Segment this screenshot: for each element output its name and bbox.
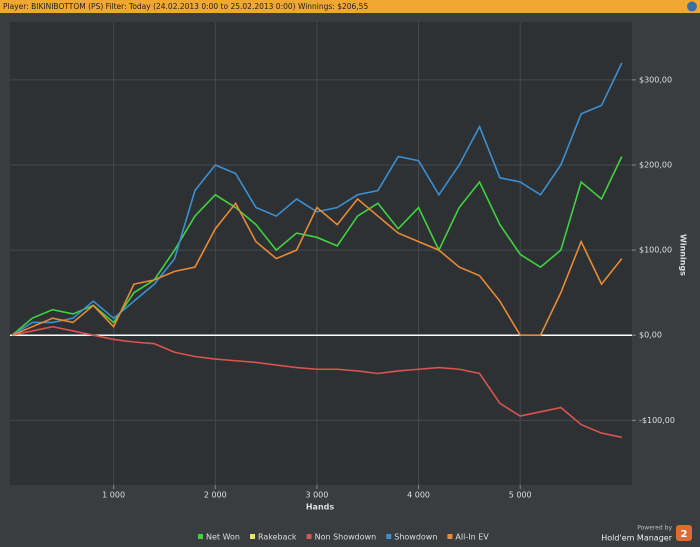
y-tick-label: -$100,00	[639, 416, 675, 425]
series-line	[11, 197, 623, 337]
series-line	[11, 156, 623, 336]
legend-label: Non Showdown	[315, 533, 377, 542]
brand-version: 2	[681, 529, 688, 540]
x-tick-label: 2 000	[204, 491, 227, 500]
x-axis-label: Hands	[306, 503, 335, 512]
legend-label: Rakeback	[258, 533, 297, 542]
x-tick-label: 1 000	[102, 491, 125, 500]
y-axis-label: Winnings	[679, 234, 688, 276]
y-tick-label: $100,00	[639, 246, 672, 255]
y-tick-label: $0,00	[639, 331, 662, 340]
help-icon[interactable]	[687, 1, 697, 12]
legend-swatch	[447, 534, 453, 539]
legend-swatch	[198, 534, 203, 539]
y-tick-label: $300,00	[639, 75, 672, 84]
x-tick-label: 5 000	[509, 491, 532, 500]
legend-swatch	[306, 534, 312, 539]
header-text: Player: BIKINIBOTTOM (PS) Filter: Today …	[3, 2, 368, 11]
x-tick-label: 3 000	[305, 491, 328, 500]
series-line	[11, 62, 623, 336]
series-line	[11, 325, 622, 439]
y-tick-label: $200,00	[639, 160, 672, 169]
legend-swatch	[250, 534, 255, 539]
plot-area	[10, 22, 632, 485]
header-bar	[0, 0, 700, 13]
x-tick-label: 4 000	[407, 491, 430, 500]
legend-label: All-In EV	[455, 533, 489, 542]
brand: Hold'em Manager	[601, 534, 672, 543]
brand-logo	[676, 525, 692, 541]
legend-swatch	[386, 534, 392, 539]
legend-label: Showdown	[394, 533, 437, 542]
legend-label: Net Won	[206, 533, 240, 542]
powered-by: Powered by	[637, 525, 672, 532]
